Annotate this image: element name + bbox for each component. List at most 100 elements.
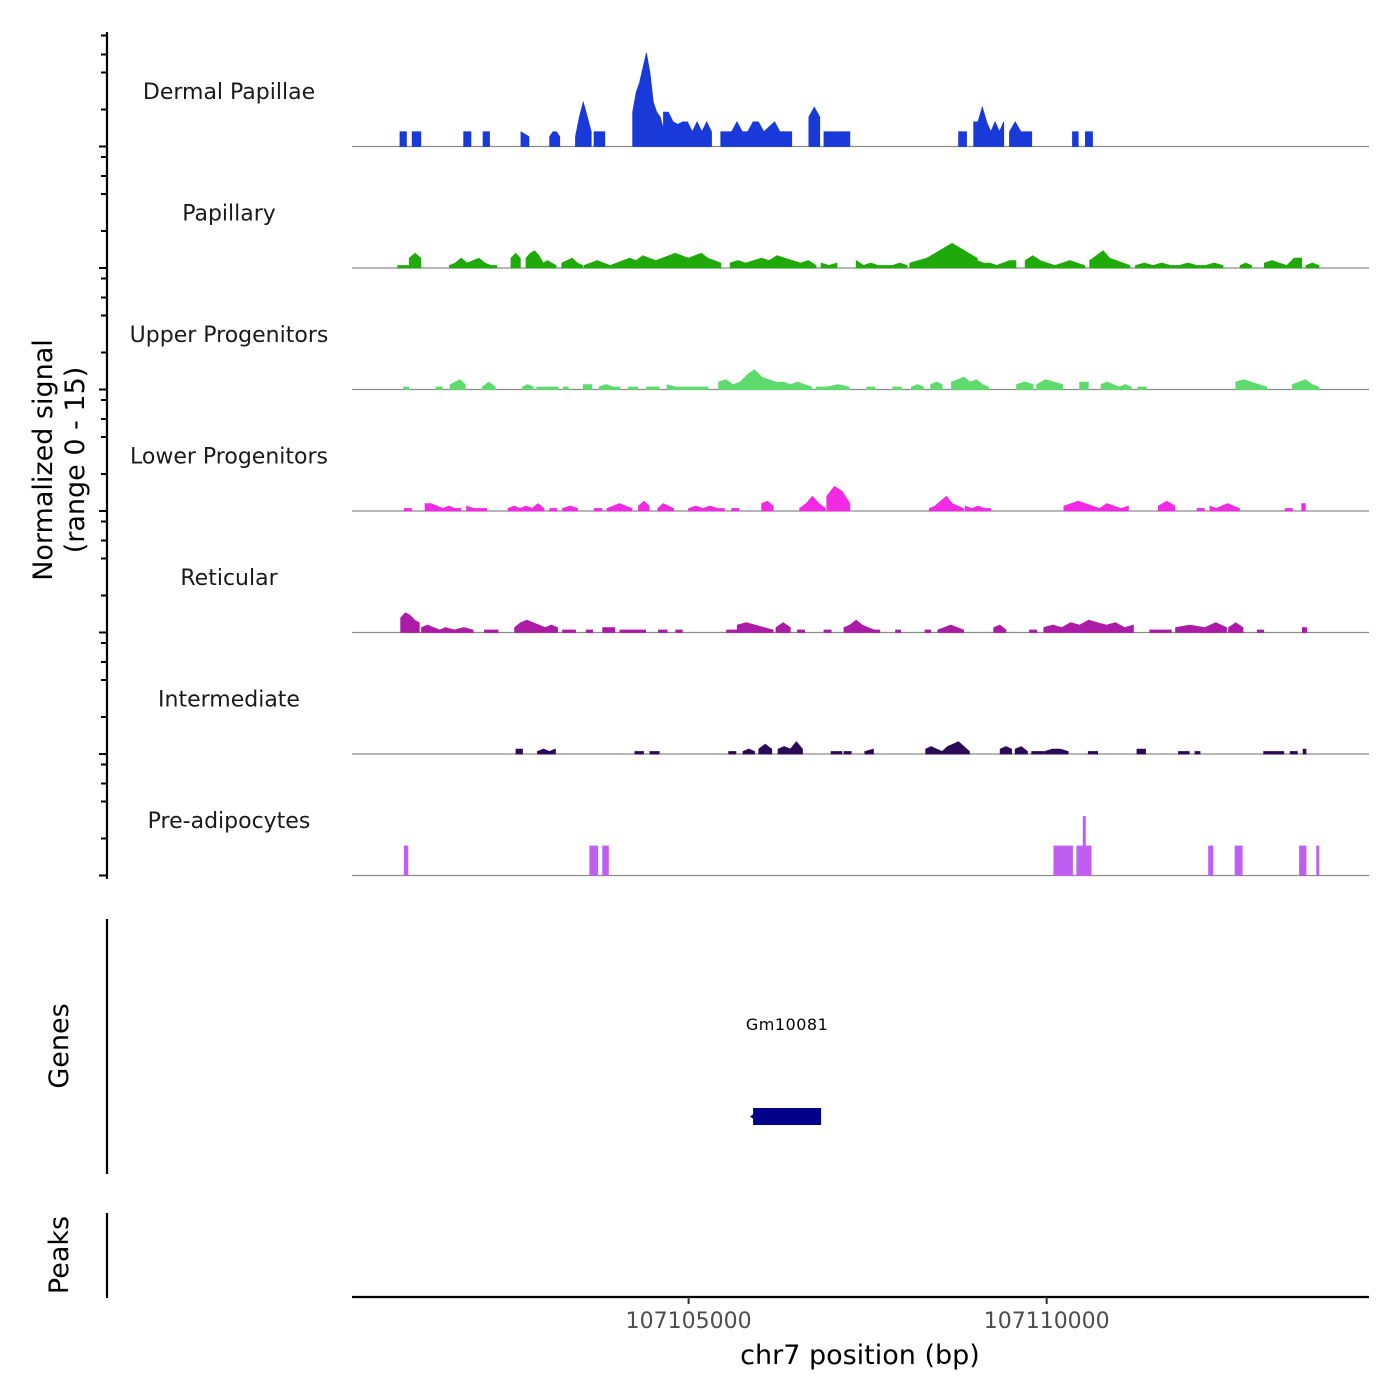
signal-area xyxy=(585,629,593,633)
signal-area xyxy=(1053,845,1060,876)
signal-area xyxy=(993,624,1007,633)
signal-area xyxy=(549,131,561,147)
signal-area xyxy=(1235,379,1267,390)
signal-area xyxy=(606,503,633,512)
signal-area xyxy=(657,503,674,512)
track-label: Papillary xyxy=(182,202,276,227)
signal-area xyxy=(815,384,850,390)
signal-area xyxy=(964,505,992,512)
signal-area xyxy=(562,386,569,390)
signal-area xyxy=(1284,508,1293,512)
signal-area xyxy=(925,741,970,755)
x-axis-tick-label: 107110000 xyxy=(984,1309,1110,1334)
signal-area xyxy=(1076,845,1084,876)
signal-area xyxy=(728,751,737,755)
signal-area xyxy=(602,627,616,633)
signal-area xyxy=(1085,845,1092,876)
signal-area xyxy=(444,627,474,633)
signal-area xyxy=(937,624,964,633)
signal-area xyxy=(589,845,599,876)
signal-area xyxy=(799,495,826,512)
signal-area xyxy=(855,259,908,269)
signal-area xyxy=(403,386,409,390)
signal-area xyxy=(1194,751,1201,755)
signal-area xyxy=(1036,379,1063,390)
signal-area xyxy=(582,384,593,390)
signal-area xyxy=(820,262,838,269)
signal-area xyxy=(973,105,1005,147)
signal-area xyxy=(1299,845,1307,876)
track-label: Lower Progenitors xyxy=(130,445,328,470)
signal-area xyxy=(1302,627,1308,633)
y-axis-title: Normalized signal (range 0 - 15) xyxy=(28,339,91,581)
signal-area xyxy=(482,131,490,147)
signal-area xyxy=(892,386,902,390)
signal-area xyxy=(1044,748,1069,755)
track-label: Intermediate xyxy=(158,688,300,713)
signal-area xyxy=(1302,748,1307,755)
signal-area xyxy=(777,741,803,755)
signal-area xyxy=(843,619,875,633)
signal-area xyxy=(638,500,650,512)
signal-area xyxy=(514,619,558,633)
track-labels: Dermal Papillae Papillary Upper Progenitor… xyxy=(130,80,329,834)
signal-area xyxy=(1209,503,1240,512)
y-axis-title-line2: (range 0 - 15) xyxy=(60,367,91,554)
signal-area xyxy=(466,505,487,512)
signal-area xyxy=(602,845,609,876)
signal-area xyxy=(658,629,668,633)
signal-area xyxy=(561,257,583,269)
y-axis-title-line1: Normalized signal xyxy=(28,339,59,581)
signal-area xyxy=(1316,845,1320,876)
signal-area xyxy=(1100,381,1132,390)
signal-area xyxy=(632,53,664,147)
signal-area xyxy=(1208,845,1214,876)
signal-area xyxy=(718,369,813,390)
signal-area xyxy=(729,255,817,269)
signal-area xyxy=(1228,622,1244,633)
signal-area xyxy=(1149,629,1172,633)
signal-area xyxy=(1020,131,1033,147)
signal-area xyxy=(928,495,964,512)
coverage-y-axis-ticks xyxy=(99,34,107,877)
signal-area xyxy=(411,131,422,147)
signal-area xyxy=(1079,381,1089,390)
signal-area xyxy=(775,622,791,633)
signal-area xyxy=(1137,386,1147,390)
signal-area xyxy=(593,131,606,147)
signal-area xyxy=(399,131,407,147)
signal-area xyxy=(731,508,740,512)
signal-area xyxy=(583,252,722,269)
signal-area xyxy=(1067,845,1073,876)
gene-body xyxy=(753,1108,822,1125)
signal-area xyxy=(675,629,683,633)
track-label: Upper Progenitors xyxy=(130,323,329,348)
signal-area xyxy=(1196,508,1205,512)
signal-area xyxy=(1135,262,1224,269)
signal-area xyxy=(999,746,1012,755)
signal-area xyxy=(666,384,709,390)
signal-area xyxy=(688,505,725,512)
signal-area xyxy=(1263,751,1274,755)
signal-area xyxy=(958,131,967,147)
signal-area xyxy=(826,485,851,512)
signal-area xyxy=(1029,629,1038,633)
signal-area xyxy=(758,743,773,755)
signal-area xyxy=(522,384,534,390)
signal-area xyxy=(1158,500,1176,512)
signal-area xyxy=(1058,845,1068,876)
signal-area xyxy=(797,629,805,633)
signal-area xyxy=(911,384,924,390)
signal-area xyxy=(1264,257,1303,269)
signal-area xyxy=(400,612,420,633)
signal-area xyxy=(930,381,943,390)
track-label: Reticular xyxy=(180,566,278,591)
signal-area xyxy=(562,505,578,512)
signal-area xyxy=(562,629,576,633)
gene-strand-arrow xyxy=(750,1112,757,1121)
signal-area xyxy=(525,250,557,269)
signal-area xyxy=(924,629,932,633)
signal-area xyxy=(1305,262,1320,269)
signal-area xyxy=(1178,751,1190,755)
signal-area xyxy=(593,508,603,512)
